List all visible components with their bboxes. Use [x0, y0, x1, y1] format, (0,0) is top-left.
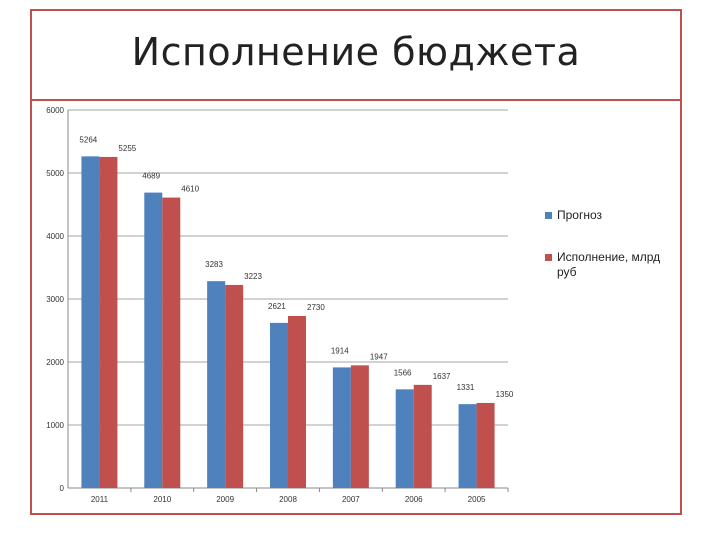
x-tick-label: 2010 [153, 495, 171, 504]
y-tick-labels: 0 1000 2000 3000 4000 5000 6000 [46, 106, 64, 493]
legend-item-actual: Исполнение, млрд руб [543, 250, 683, 280]
bar-actual [162, 197, 181, 488]
data-label-actual: 4610 [181, 185, 199, 194]
legend: Прогноз Исполнение, млрд руб [543, 208, 683, 280]
bar-actual [350, 365, 369, 488]
y-tick-label: 1000 [46, 421, 64, 430]
data-label-actual: 2730 [307, 303, 325, 312]
legend-swatch-actual [545, 254, 552, 261]
x-tick-labels: 2011 2010 2009 2008 2007 2006 2005 [91, 495, 486, 504]
y-tick-label: 0 [60, 484, 65, 493]
bar-forecast [81, 156, 100, 489]
bar-forecast [332, 367, 351, 488]
x-tick-label: 2008 [279, 495, 297, 504]
data-label-forecast: 4689 [142, 172, 160, 181]
bar-forecast [395, 389, 414, 488]
data-label-actual: 3223 [244, 272, 262, 281]
x-tick-label: 2006 [405, 495, 423, 504]
bar-forecast [207, 281, 226, 488]
legend-label-forecast: Прогноз [557, 208, 603, 222]
x-tick-label: 2011 [91, 495, 109, 504]
data-label-actual: 1947 [370, 352, 388, 361]
data-label-actual: 1637 [433, 372, 451, 381]
bar-forecast [458, 404, 477, 488]
data-labels: 5264 5255 4689 4610 3283 3223 2621 2730 1914 1947… [79, 135, 513, 399]
bar-forecast [270, 322, 288, 488]
data-label-forecast: 3283 [205, 260, 223, 269]
data-label-actual: 1350 [496, 390, 514, 399]
y-tick-label: 6000 [46, 106, 64, 115]
legend-label-actual: Исполнение, млрд руб [557, 250, 661, 279]
bar-actual [99, 156, 118, 488]
data-label-forecast: 1566 [394, 368, 412, 377]
y-tick-label: 4000 [46, 232, 64, 241]
data-label-forecast: 1914 [331, 346, 349, 355]
data-label-forecast: 1331 [457, 383, 475, 392]
slide-frame [30, 9, 682, 515]
bar-forecast [144, 192, 163, 488]
y-tick-label: 3000 [46, 295, 64, 304]
bar-actual [413, 384, 432, 488]
bar-actual [225, 284, 244, 488]
legend-swatch-forecast [545, 212, 552, 219]
bar-actual [476, 402, 495, 488]
title-divider [30, 99, 682, 101]
y-tick-label: 5000 [46, 169, 64, 178]
y-tick-label: 2000 [46, 358, 64, 367]
bars [81, 156, 495, 489]
data-label-actual: 5255 [118, 144, 136, 153]
x-tick-label: 2009 [216, 495, 234, 504]
data-label-forecast: 2621 [268, 302, 286, 311]
data-label-forecast: 5264 [79, 135, 97, 144]
bar-actual [288, 316, 306, 488]
x-tick-label: 2007 [342, 495, 360, 504]
x-tick-label: 2005 [468, 495, 486, 504]
legend-item-forecast: Прогноз [543, 208, 683, 223]
slide-title: Исполнение бюджета [131, 30, 581, 74]
